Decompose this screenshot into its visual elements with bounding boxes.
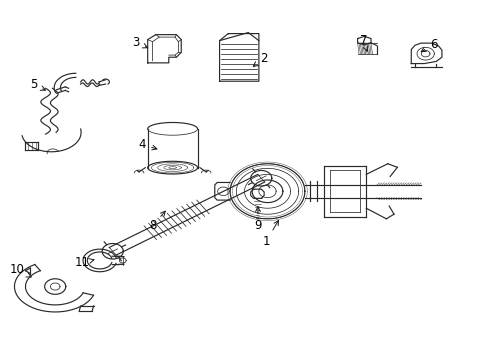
Text: 3: 3 — [132, 36, 147, 49]
Text: 11: 11 — [75, 256, 94, 269]
Text: 1: 1 — [262, 220, 278, 248]
Text: 8: 8 — [148, 211, 165, 232]
Text: 2: 2 — [253, 52, 267, 67]
Text: 7: 7 — [359, 34, 367, 51]
Text: 10: 10 — [10, 264, 31, 277]
Text: 5: 5 — [30, 78, 45, 91]
Text: 9: 9 — [254, 207, 261, 232]
Text: 4: 4 — [139, 138, 157, 151]
Text: 6: 6 — [421, 38, 437, 52]
